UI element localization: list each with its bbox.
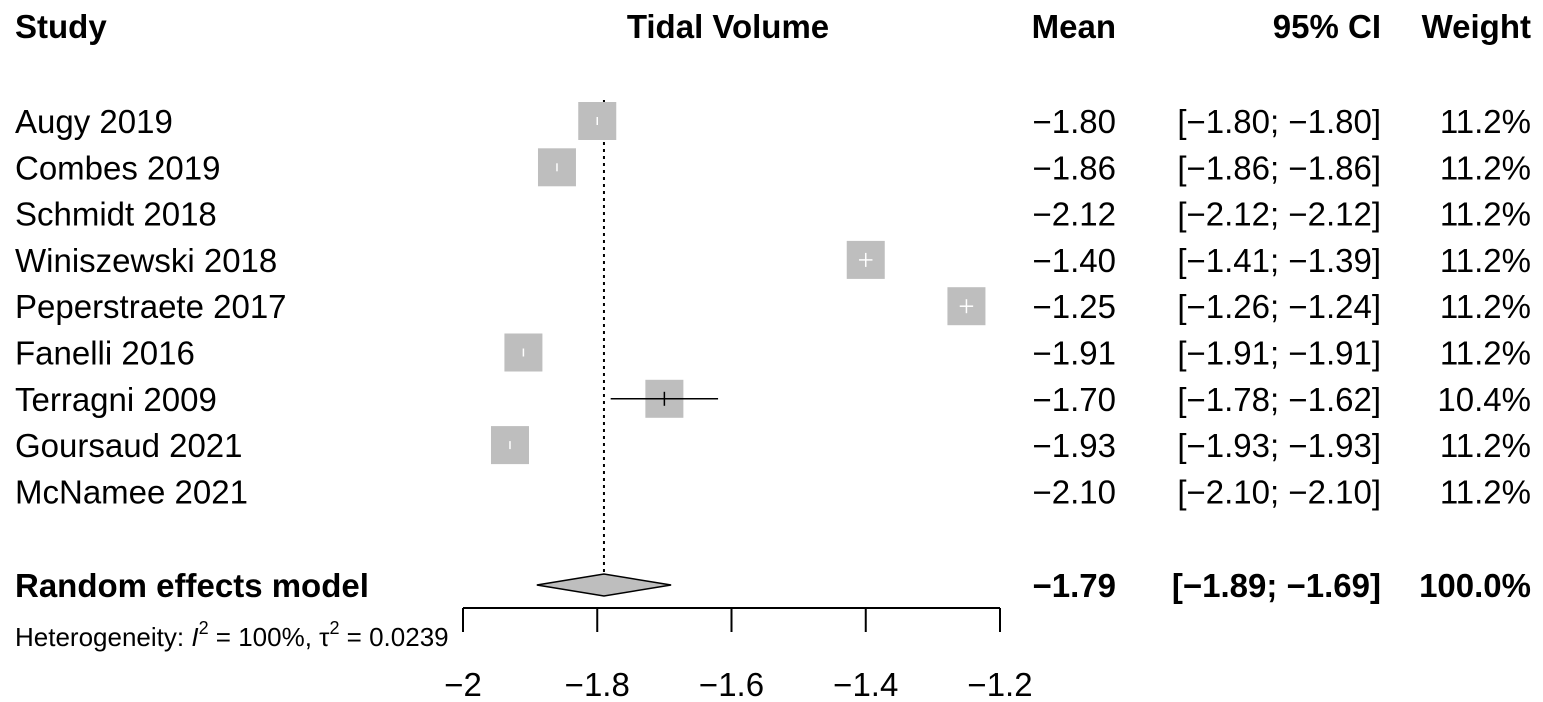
study-row: Fanelli 2016 −1.91 [−1.91; −1.91] 11.2%	[15, 333, 1531, 372]
study-ci: [−1.80; −1.80]	[1177, 103, 1381, 140]
study-weight: 11.2%	[1440, 242, 1531, 279]
study-mean: −1.25	[1033, 288, 1117, 325]
i2-superscript: 2	[199, 618, 209, 638]
header-effect: Tidal Volume	[627, 8, 829, 45]
study-row: Terragni 2009 −1.70 [−1.78; −1.62] 10.4%	[15, 379, 1531, 418]
pooled-diamond	[536, 573, 672, 597]
study-row: Goursaud 2021 −1.93 [−1.93; −1.93] 11.2%	[15, 426, 1531, 465]
pooled-weight: 100.0%	[1419, 567, 1531, 604]
study-weight: 11.2%	[1440, 473, 1531, 510]
pooled-mean: −1.79	[1033, 567, 1117, 604]
x-axis-tick-label: −1.8	[565, 666, 630, 702]
x-axis-tick-label: −1.4	[833, 666, 898, 702]
study-weight: 11.2%	[1440, 427, 1531, 464]
study-ci: [−1.91; −1.91]	[1177, 335, 1381, 372]
study-ci: [−2.12; −2.12]	[1177, 196, 1381, 233]
study-row: Schmidt 2018 −2.12 [−2.12; −2.12] 11.2%	[15, 196, 1531, 233]
study-name: Terragni 2009	[15, 381, 217, 418]
study-weight: 11.2%	[1440, 196, 1531, 233]
study-mean: −1.70	[1033, 381, 1117, 418]
x-axis-tick-label: −2	[444, 666, 482, 702]
study-name: Combes 2019	[15, 149, 220, 186]
header-study: Study	[15, 8, 107, 45]
tau2-superscript: 2	[329, 618, 339, 638]
study-row: Augy 2019 −1.80 [−1.80; −1.80] 11.2%	[15, 102, 1531, 140]
study-mean: −1.40	[1033, 242, 1117, 279]
study-weight: 11.2%	[1440, 335, 1531, 372]
study-ci: [−2.10; −2.10]	[1177, 473, 1381, 510]
study-ci: [−1.41; −1.39]	[1177, 242, 1381, 279]
tau2-symbol: τ	[319, 622, 330, 652]
study-name: McNamee 2021	[15, 473, 248, 510]
study-mean: −2.12	[1033, 196, 1117, 233]
study-row: Peperstraete 2017 −1.25 [−1.26; −1.24] 11.2…	[15, 287, 1531, 326]
study-weight: 11.2%	[1440, 103, 1531, 140]
study-name: Schmidt 2018	[15, 196, 217, 233]
x-axis-tick-label: −1.2	[967, 666, 1032, 702]
study-row: Combes 2019 −1.86 [−1.86; −1.86] 11.2%	[15, 148, 1531, 187]
study-name: Goursaud 2021	[15, 427, 243, 464]
x-axis: −2 −1.8 −1.6 −1.4 −1.2	[444, 607, 1033, 702]
study-mean: −1.86	[1033, 149, 1117, 186]
i2-symbol: I	[191, 622, 198, 652]
study-rows: Augy 2019 −1.80 [−1.80; −1.80] 11.2%Combes …	[15, 102, 1531, 510]
study-weight: 11.2%	[1440, 149, 1531, 186]
study-mean: −2.10	[1033, 473, 1117, 510]
pooled-ci: [−1.89; −1.69]	[1172, 567, 1381, 604]
study-row: McNamee 2021 −2.10 [−2.10; −2.10] 11.2%	[15, 473, 1531, 510]
study-name: Fanelli 2016	[15, 335, 195, 372]
heterogeneity-prefix: Heterogeneity:	[15, 622, 191, 652]
x-axis-tick-label: −1.6	[699, 666, 764, 702]
pooled-name: Random effects model	[15, 567, 369, 604]
pooled-row: Random effects model −1.79 [−1.89; −1.69] 1…	[15, 567, 1531, 604]
study-mean: −1.80	[1033, 103, 1117, 140]
tau2-value: = 0.0239	[339, 622, 448, 652]
study-ci: [−1.78; −1.62]	[1177, 381, 1381, 418]
header-weight: Weight	[1422, 8, 1531, 45]
study-name: Peperstraete 2017	[15, 288, 287, 325]
study-name: Augy 2019	[15, 103, 173, 140]
study-mean: −1.93	[1033, 427, 1117, 464]
study-ci: [−1.86; −1.86]	[1177, 149, 1381, 186]
study-row: Winiszewski 2018 −1.40 [−1.41; −1.39] 11.2%	[15, 240, 1531, 279]
study-name: Winiszewski 2018	[15, 242, 277, 279]
i2-value: = 100%,	[209, 622, 320, 652]
header-mean: Mean	[1032, 8, 1116, 45]
study-weight: 10.4%	[1437, 381, 1531, 418]
heterogeneity-text: Heterogeneity: I2 = 100%, τ2 = 0.0239	[15, 618, 449, 652]
study-mean: −1.91	[1033, 335, 1117, 372]
study-ci: [−1.93; −1.93]	[1177, 427, 1381, 464]
study-ci: [−1.26; −1.24]	[1177, 288, 1381, 325]
header-ci: 95% CI	[1273, 8, 1381, 45]
study-weight: 11.2%	[1440, 288, 1531, 325]
